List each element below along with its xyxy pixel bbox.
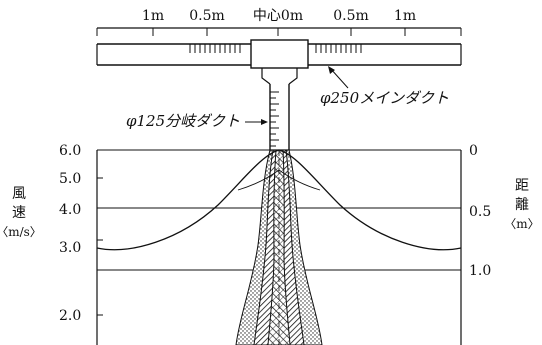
junction-right-taper (289, 68, 297, 84)
scale-label-left-05m: 0.5m (189, 8, 225, 24)
left-tick-2: 2.0 (59, 308, 81, 324)
right-axis-title-2: 離 (515, 196, 529, 213)
junction-left-taper (262, 68, 270, 84)
right-axis-title-3: 〈m〉 (504, 217, 539, 231)
scale-label-right-05m: 0.5m (333, 8, 369, 24)
branch-duct-arrow (261, 119, 268, 125)
right-tick-1: 1.0 (469, 263, 491, 279)
left-axis-title-2: 速 (12, 205, 26, 221)
right-tick-0: 0 (469, 143, 478, 159)
branch-duct-label: φ125分岐ダクト (126, 112, 240, 130)
main-duct-grille-left (190, 44, 240, 53)
scale-label-right-1m: 1m (394, 8, 416, 24)
left-axis-title-3: 〈m/s〉 (0, 225, 42, 239)
main-duct-grille-right (316, 44, 361, 53)
left-tick-3: 3.0 (59, 240, 81, 256)
t-junction (251, 40, 308, 68)
scale-label-left-1m: 1m (142, 8, 164, 24)
left-tick-6: 6.0 (59, 143, 81, 159)
left-tick-4: 4.0 (59, 202, 81, 218)
right-axis-title-1: 距 (515, 178, 529, 194)
left-axis-ticks (97, 178, 103, 315)
right-tick-05: 0.5 (469, 204, 491, 220)
left-axis-title-1: 風 (12, 186, 26, 202)
top-scale-ticks (97, 28, 461, 36)
scale-label-center: 中心0m (253, 8, 303, 24)
branch-duct-ticks (270, 92, 279, 146)
left-tick-5: 5.0 (59, 171, 81, 187)
main-duct-label: φ250メインダクト (320, 89, 449, 107)
